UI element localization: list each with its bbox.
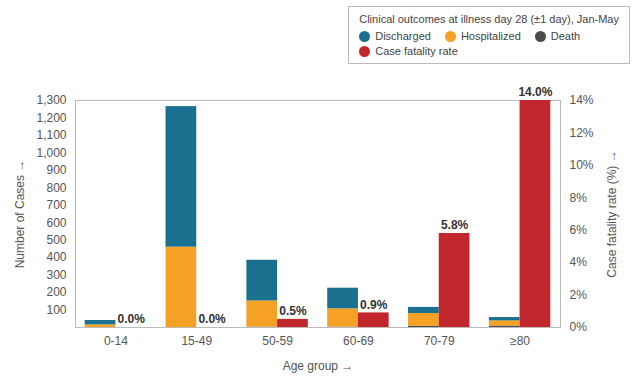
html-text:Discharged: Discharged — [375, 30, 431, 42]
html-text:Death: Death — [550, 30, 581, 42]
svg-text:5.8%: 5.8% — [441, 218, 469, 232]
svg-text:≥80: ≥80 — [510, 334, 530, 348]
svg-text:60-69: 60-69 — [343, 334, 374, 348]
html-text:Clinical outcomes at illness d: Clinical outcomes at illness day 28 (±1 … — [359, 13, 619, 25]
svg-text:500: 500 — [46, 233, 66, 247]
svg-text:1,000: 1,000 — [36, 146, 66, 160]
svg-text:400: 400 — [46, 250, 66, 264]
html-text:Hospitalized: Hospitalized — [460, 30, 521, 42]
svg-text:0-14: 0-14 — [104, 334, 128, 348]
svg-text:0.0%: 0.0% — [118, 312, 146, 326]
svg-text:14%: 14% — [570, 93, 594, 107]
svg-text:8%: 8% — [570, 191, 588, 205]
svg-text:800: 800 — [46, 181, 66, 195]
svg-text:300: 300 — [46, 268, 66, 282]
svg-text:1,300: 1,300 — [36, 93, 66, 107]
svg-text:10%: 10% — [570, 158, 594, 172]
svg-text:0%: 0% — [570, 320, 588, 334]
svg-text:100: 100 — [46, 303, 66, 317]
html-text:Case fatality rate: Case fatality rate — [375, 45, 458, 57]
svg-text:900: 900 — [46, 163, 66, 177]
svg-text:700: 700 — [46, 198, 66, 212]
svg-text:1,100: 1,100 — [36, 128, 66, 142]
svg-text:15-49: 15-49 — [181, 334, 212, 348]
svg-text:6%: 6% — [570, 223, 588, 237]
svg-text:70-79: 70-79 — [424, 334, 455, 348]
svg-text:2%: 2% — [570, 288, 588, 302]
svg-text:4%: 4% — [570, 255, 588, 269]
svg-text:Age group →: Age group → — [283, 359, 354, 373]
svg-text:Number of Cases →: Number of Cases → — [13, 160, 27, 269]
svg-text:Case fatality rate (%) →: Case fatality rate (%) → — [605, 150, 619, 277]
svg-text:12%: 12% — [570, 126, 594, 140]
svg-text:0.5%: 0.5% — [279, 304, 307, 318]
svg-text:0.0%: 0.0% — [198, 312, 226, 326]
svg-text:200: 200 — [46, 285, 66, 299]
svg-text:14.0%: 14.0% — [518, 85, 552, 99]
svg-text:0.9%: 0.9% — [360, 298, 388, 312]
svg-text:600: 600 — [46, 216, 66, 230]
svg-text:1,200: 1,200 — [36, 111, 66, 125]
svg-text:50-59: 50-59 — [262, 334, 293, 348]
